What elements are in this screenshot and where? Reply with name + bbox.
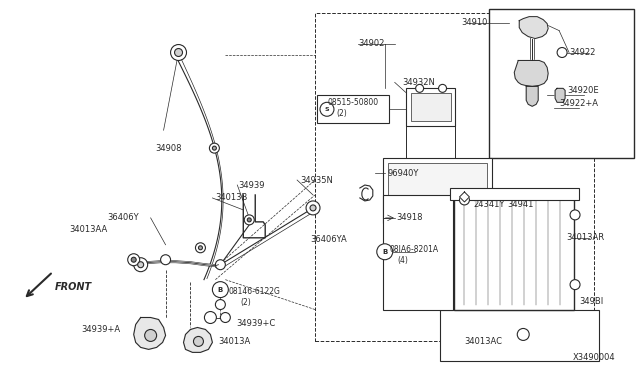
Text: B: B	[218, 286, 223, 293]
Text: X3490004: X3490004	[573, 353, 616, 362]
Bar	[454, 195, 574, 310]
Circle shape	[193, 336, 204, 346]
Text: FRONT: FRONT	[55, 282, 92, 292]
Circle shape	[310, 205, 316, 211]
Bar	[315, 13, 594, 341]
Text: 34922+A: 34922+A	[559, 99, 598, 108]
Circle shape	[306, 201, 320, 215]
Polygon shape	[134, 318, 166, 349]
Text: S: S	[324, 107, 330, 112]
Text: 34920E: 34920E	[567, 86, 598, 95]
Circle shape	[517, 328, 529, 340]
Text: 34013B: 34013B	[216, 193, 248, 202]
Circle shape	[570, 210, 580, 220]
Text: 34013AR: 34013AR	[566, 233, 604, 242]
Text: 08515-50800: 08515-50800	[328, 98, 379, 107]
Text: 34922: 34922	[569, 48, 595, 57]
Bar	[388, 163, 488, 218]
Text: 34908: 34908	[156, 144, 182, 153]
Bar	[406, 89, 456, 126]
Circle shape	[175, 48, 182, 57]
Circle shape	[204, 311, 216, 324]
Text: (2): (2)	[240, 298, 251, 307]
Text: 34939+C: 34939+C	[236, 319, 276, 328]
Circle shape	[171, 45, 186, 61]
Circle shape	[134, 258, 148, 272]
Circle shape	[145, 330, 157, 341]
Text: 34013AA: 34013AA	[69, 225, 107, 234]
Circle shape	[212, 282, 228, 298]
Circle shape	[438, 84, 447, 92]
Text: (4): (4)	[397, 256, 408, 265]
Circle shape	[415, 84, 424, 92]
Circle shape	[128, 254, 140, 266]
Circle shape	[247, 218, 252, 222]
Bar	[411, 93, 451, 121]
Text: 36406YA: 36406YA	[310, 235, 347, 244]
Polygon shape	[526, 86, 538, 106]
Text: 34939+A: 34939+A	[81, 325, 120, 334]
Polygon shape	[184, 327, 212, 352]
Bar	[317, 95, 388, 123]
Circle shape	[460, 195, 469, 205]
Circle shape	[161, 255, 171, 265]
Text: 34935N: 34935N	[300, 176, 333, 185]
Circle shape	[198, 246, 202, 250]
Polygon shape	[515, 61, 548, 86]
Polygon shape	[460, 192, 469, 202]
Circle shape	[138, 262, 143, 268]
Circle shape	[209, 143, 220, 153]
Circle shape	[557, 48, 567, 58]
Text: B: B	[382, 249, 387, 255]
Circle shape	[377, 244, 393, 260]
Text: 34013AC: 34013AC	[465, 337, 502, 346]
Text: 36406Y: 36406Y	[108, 214, 140, 222]
Circle shape	[244, 215, 254, 225]
Circle shape	[131, 257, 136, 262]
Circle shape	[212, 146, 216, 150]
Circle shape	[570, 280, 580, 290]
Circle shape	[216, 260, 225, 270]
Bar	[440, 310, 599, 361]
Text: 34941: 34941	[508, 201, 534, 209]
Text: 08146-6122G: 08146-6122G	[228, 287, 280, 296]
Text: 34910: 34910	[461, 18, 488, 27]
Bar	[383, 195, 452, 310]
Text: 349BI: 349BI	[579, 297, 604, 306]
Bar	[449, 188, 579, 200]
Circle shape	[216, 299, 225, 310]
Polygon shape	[519, 17, 548, 39]
Text: 34939: 34939	[238, 180, 265, 189]
Circle shape	[320, 102, 334, 116]
Text: 34932N: 34932N	[403, 78, 436, 87]
Polygon shape	[555, 89, 565, 102]
Text: 34902: 34902	[358, 39, 384, 48]
Bar	[383, 158, 492, 223]
Text: 08IA6-8201A: 08IA6-8201A	[390, 245, 439, 254]
Text: 34013A: 34013A	[218, 337, 251, 346]
Circle shape	[195, 243, 205, 253]
Text: (2): (2)	[336, 109, 347, 118]
Bar	[490, 9, 634, 158]
Text: 96940Y: 96940Y	[388, 169, 419, 177]
Text: 24341Y: 24341Y	[474, 201, 505, 209]
Circle shape	[220, 312, 230, 323]
Text: 34918: 34918	[397, 214, 423, 222]
